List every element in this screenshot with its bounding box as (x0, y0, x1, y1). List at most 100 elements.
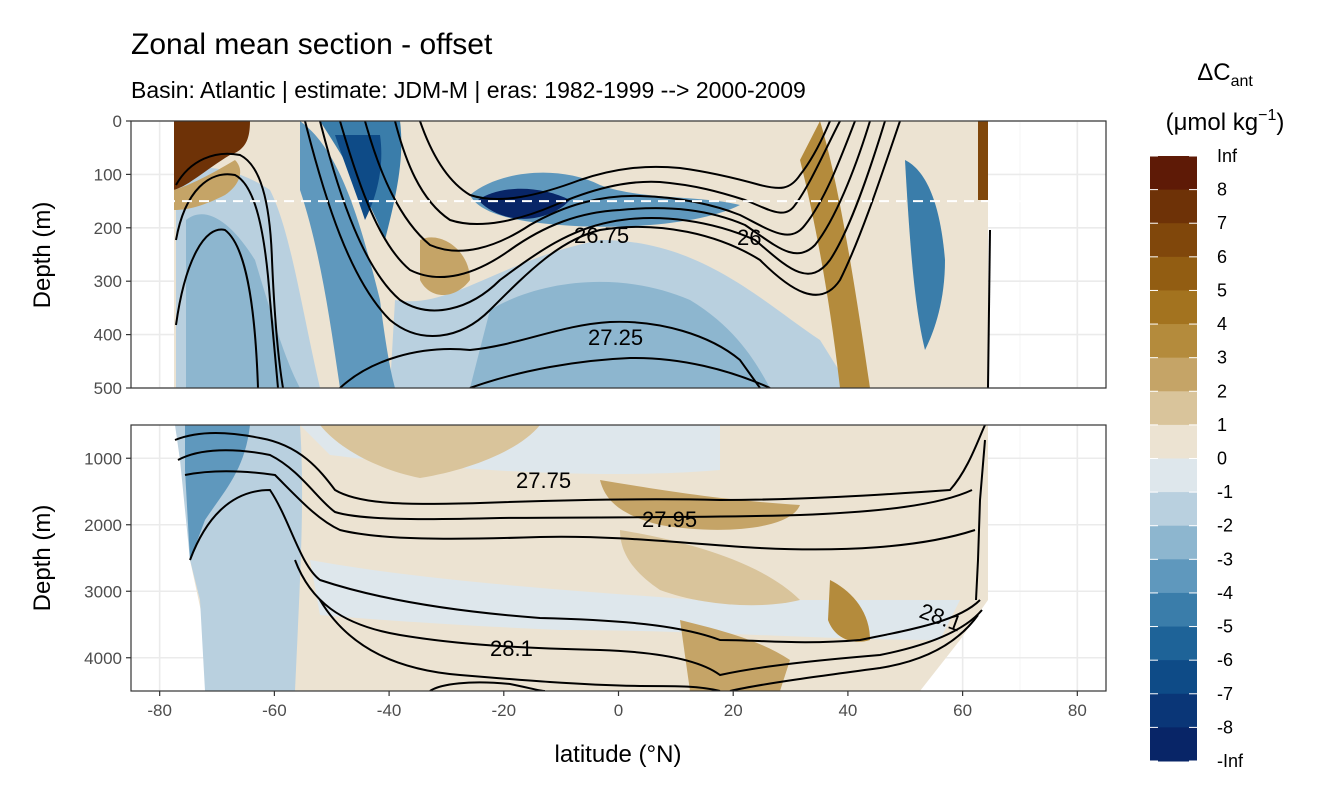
y-tick-label: 1000 (84, 449, 122, 468)
legend-color-swatch (1150, 458, 1197, 493)
legend-color-swatch (1150, 223, 1197, 258)
isopycnal-upper-2 (175, 228, 259, 388)
legend-color-swatch (1150, 156, 1197, 191)
contour-label-27-25: 27.25 (588, 325, 643, 350)
legend-ticks: Inf 8 7 6 5 4 3 2 1 0 -1 -2 -3 -4 -5 -6 -7 -8 -Inf (1150, 146, 1244, 771)
y-tick-label: 3000 (84, 582, 122, 601)
legend-tick-label: -7 (1217, 684, 1233, 704)
legend-color-swatch (1150, 693, 1197, 728)
contour-label-27-75: 27.75 (516, 468, 571, 493)
legend-color-swatch (1150, 525, 1197, 560)
y-tick-label: 400 (94, 326, 122, 345)
legend-color-swatch (1150, 424, 1197, 459)
legend-title-main: ΔC (1197, 59, 1230, 86)
y-tick-label: 0 (113, 112, 122, 131)
legend-color-swatch (1150, 290, 1197, 325)
legend-tick-label: 3 (1217, 348, 1227, 368)
isopycnal-upper-6 (364, 121, 856, 252)
field-lower-brown-deep (680, 620, 790, 691)
legend-title: ΔCant (1197, 59, 1253, 90)
isopycnal-upper-1 (175, 173, 279, 388)
isopycnal-lower-2 (184, 470, 976, 551)
legend-unit-close: ) (1276, 109, 1284, 136)
isopycnal-upper-0 (175, 152, 284, 388)
field-lower-brown-east (828, 580, 870, 642)
contours-lower (174, 425, 986, 691)
legend-color-swatch (1150, 357, 1197, 392)
isopycnal-upper-9 (339, 320, 761, 388)
x-tick-label: -80 (147, 701, 172, 720)
legend-color-swatch (1150, 626, 1197, 661)
chart-title: Zonal mean section - offset (131, 28, 493, 61)
legend-color-swatch (1150, 391, 1197, 426)
legend-tick-label: -8 (1217, 717, 1233, 737)
field-lower-blue-layer (310, 560, 960, 640)
field-upper-blue-southdeep (186, 214, 300, 388)
legend-title-unit: (μmol kg−1) (1166, 107, 1285, 136)
legend-unit-text: (μmol kg (1166, 109, 1259, 136)
y-tick-label: 2000 (84, 516, 122, 535)
field-lower-brown-upper (320, 425, 540, 478)
legend-unit-exp: −1 (1258, 107, 1276, 124)
panel-upper-border (130, 120, 1107, 389)
legend-colorbar (1150, 156, 1197, 762)
x-tick-label: 80 (1068, 701, 1087, 720)
contour-label-28-1-west: 28.1 (490, 636, 533, 661)
isopycnal-lower-3 (189, 488, 981, 644)
isopycnal-upper-7 (394, 121, 841, 226)
isopycnal-upper-3 (304, 121, 901, 337)
legend-color-swatch (1150, 256, 1197, 291)
isopycnal-lower-7 (729, 614, 979, 691)
y-tick-label: 100 (94, 165, 122, 184)
panel-lower-y-axis: 1000 2000 3000 4000 (84, 449, 131, 668)
x-tick-label: 40 (838, 701, 857, 720)
legend-title-sub: ant (1231, 73, 1254, 90)
legend-color-swatch (1150, 492, 1197, 527)
field-upper-brown-east (800, 121, 870, 388)
panel-upper: 26.75 26 27.25 0 100 200 300 400 500 (94, 112, 1107, 398)
isopycnal-lower-6 (429, 681, 546, 691)
isopycnal-lower-5 (319, 599, 721, 691)
field-upper-blue-middeep (470, 281, 770, 388)
legend-color-swatch (1150, 727, 1197, 762)
x-axis-label: latitude (°N) (555, 741, 682, 768)
contour-label-26: 26 (737, 225, 761, 250)
legend-color-swatch (1150, 592, 1197, 628)
legend-tick-label: Inf (1217, 146, 1238, 166)
legend-tick-label: 1 (1217, 415, 1227, 435)
panel-upper-y-axis: 0 100 200 300 400 500 (94, 112, 131, 398)
isopycnal-upper-4 (319, 121, 886, 312)
legend-tick-label: 4 (1217, 314, 1227, 334)
isopycnal-lower-1 (177, 449, 973, 521)
isopycnal-lower-8 (975, 439, 986, 601)
legend-tick-label: 5 (1217, 280, 1227, 300)
x-tick-label: 60 (953, 701, 972, 720)
contour-label-26-75: 26.75 (574, 223, 629, 248)
isopycnal-upper-10 (469, 356, 771, 388)
y-axis-label-upper: Depth (m) (29, 202, 56, 309)
legend: ΔCant (μmol kg−1) Inf 8 7 6 5 4 3 2 1 0 -1 -2 -3 -4 -5… (1150, 59, 1284, 771)
x-tick-label: -60 (262, 701, 287, 720)
isopycnal-lower-0 (174, 425, 986, 505)
y-tick-label: 300 (94, 272, 122, 291)
x-tick-label: 20 (724, 701, 743, 720)
isopycnal-upper-5 (339, 121, 871, 278)
legend-tick-label: 2 (1217, 381, 1227, 401)
x-tick-label: 0 (614, 701, 623, 720)
legend-tick-label: -1 (1217, 482, 1233, 502)
legend-tick-label: -Inf (1217, 751, 1244, 771)
legend-color-swatch (1150, 189, 1197, 224)
contours-upper (175, 121, 991, 388)
legend-tick-label: 7 (1217, 213, 1227, 233)
x-axis: -80 -60 -40 -20 0 20 40 60 80 (147, 691, 1087, 720)
x-tick-label: -40 (377, 701, 402, 720)
x-tick-label: -20 (492, 701, 517, 720)
legend-color-swatch (1150, 324, 1197, 359)
field-upper-blue-east (905, 160, 945, 350)
legend-color-swatch (1150, 559, 1197, 594)
panel-upper-field (131, 121, 1106, 388)
legend-tick-label: -3 (1217, 549, 1233, 569)
field-upper-blue-lenscore (478, 188, 570, 219)
